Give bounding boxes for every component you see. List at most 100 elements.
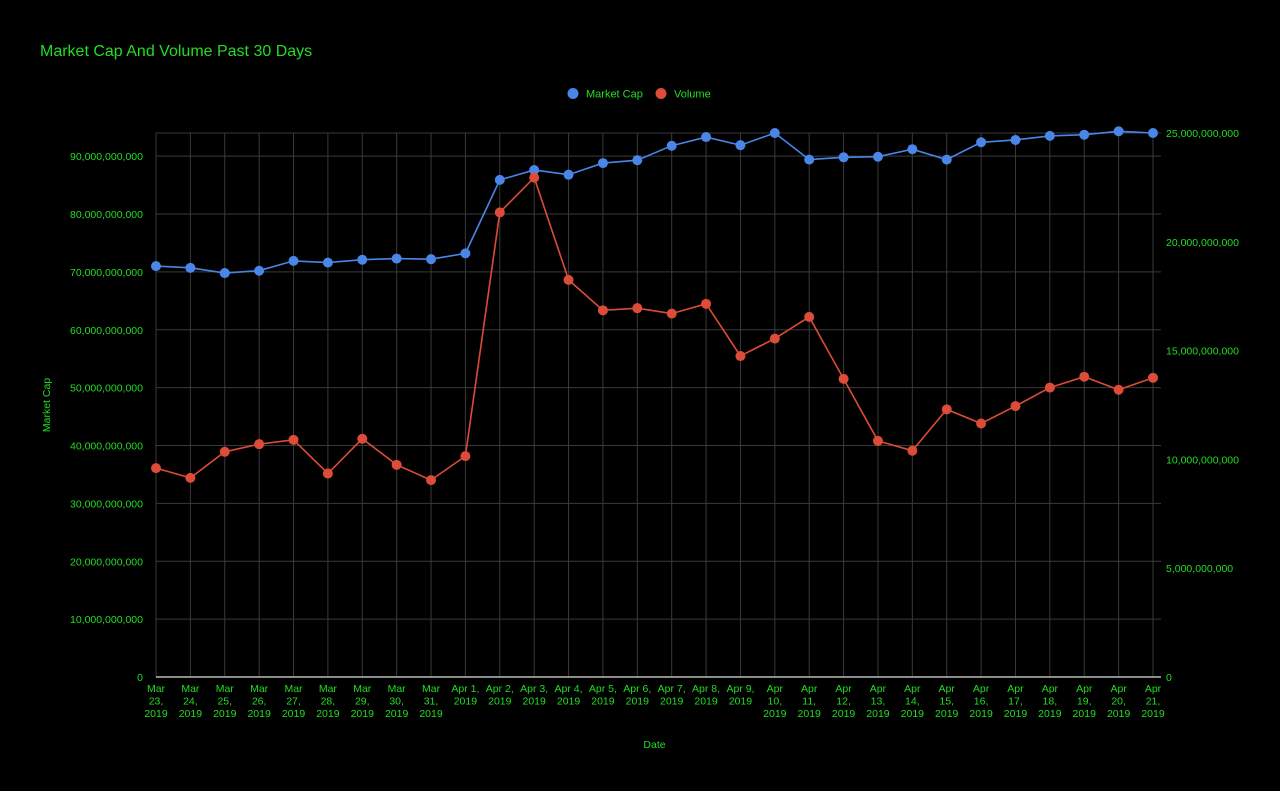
x-tick-label: Apr 4, 2019	[555, 683, 583, 708]
legend-label: Market Cap	[586, 89, 643, 101]
data-point-market-cap	[632, 155, 643, 166]
x-tick-label-line: 25,	[217, 696, 232, 708]
data-point-market-cap	[1113, 126, 1124, 137]
left-tick-label: 30,000,000,000	[70, 498, 143, 510]
x-tick-label: Apr 16, 2019	[969, 683, 993, 720]
data-point-volume	[529, 172, 540, 183]
x-tick-label: Mar 24, 2019	[179, 683, 203, 720]
data-point-market-cap	[151, 261, 161, 272]
data-point-market-cap	[529, 165, 540, 176]
data-point-volume	[1079, 371, 1090, 382]
x-tick-label-line: Apr	[1007, 683, 1024, 695]
x-tick-label-line: 12,	[836, 696, 851, 708]
data-point-volume	[907, 445, 918, 456]
data-point-volume	[1044, 382, 1055, 393]
x-tick-label-line: Apr 1,	[451, 683, 479, 695]
x-tick-label-line: 28,	[321, 696, 336, 708]
x-tick-label-line: 2019	[454, 696, 478, 708]
x-tick-label-line: 2019	[866, 708, 890, 720]
x-tick-label-line: 2019	[179, 708, 203, 720]
data-point-market-cap	[597, 158, 608, 169]
left-tick-label: 90,000,000,000	[70, 151, 143, 163]
x-tick-label-line: 15,	[939, 696, 954, 708]
x-tick-label-line: Apr 9,	[726, 683, 754, 695]
x-tick-label-line: 2019	[832, 708, 856, 720]
x-tick-label-line: 2019	[247, 708, 271, 720]
x-tick-label: Apr 5, 2019	[589, 683, 617, 708]
x-tick-label: Apr 20, 2019	[1107, 683, 1131, 720]
series-line-market-cap	[155, 130, 1154, 274]
data-point-volume	[941, 404, 952, 415]
data-point-market-cap	[357, 254, 368, 265]
x-tick-label-line: Apr	[904, 683, 921, 695]
x-tick-label: Mar 26, 2019	[247, 683, 271, 720]
data-point-market-cap	[976, 137, 987, 148]
x-tick-label-line: Mar	[319, 683, 338, 695]
legend-marker	[567, 88, 579, 99]
x-tick-label: Apr 3, 2019	[520, 683, 548, 708]
x-tick-label-line: Apr 6,	[623, 683, 651, 695]
x-tick-label-line: 10,	[768, 696, 783, 708]
data-point-market-cap	[838, 152, 849, 163]
x-tick-label: Apr 7, 2019	[658, 683, 686, 708]
x-tick-label: Mar 30, 2019	[385, 683, 409, 720]
x-tick-label: Apr 10, 2019	[763, 683, 787, 720]
series-layer	[151, 126, 1158, 486]
data-point-market-cap	[1010, 134, 1021, 145]
x-tick-label-line: 2019	[763, 708, 787, 720]
x-tick-label-line: 2019	[1141, 708, 1165, 720]
data-point-market-cap	[494, 174, 505, 185]
x-tick-label-line: 30,	[389, 696, 404, 708]
x-tick-label-line: 17,	[1008, 696, 1023, 708]
data-point-volume	[1010, 401, 1021, 412]
x-tick-label-line: Mar	[147, 683, 166, 695]
data-point-volume	[185, 472, 196, 483]
right-tick-label: 15,000,000,000	[1166, 346, 1239, 358]
data-point-volume	[666, 308, 677, 319]
x-tick-label-line: 2019	[1107, 708, 1131, 720]
x-tick-label-line: 2019	[694, 696, 718, 708]
left-axis-ticks: 0 10,000,000,000 20,000,000,000 30,000,000,…	[70, 151, 143, 684]
data-point-volume	[426, 475, 437, 486]
left-tick-label: 70,000,000,000	[70, 267, 143, 279]
left-tick-label: 60,000,000,000	[70, 325, 143, 337]
right-tick-label: 10,000,000,000	[1166, 454, 1239, 466]
data-point-market-cap	[666, 140, 677, 151]
x-tick-label-line: Apr	[801, 683, 818, 695]
left-tick-label: 40,000,000,000	[70, 441, 143, 453]
x-tick-label-line: Apr	[1110, 683, 1127, 695]
x-tick-label-line: 2019	[213, 708, 237, 720]
x-tick-label-line: 2019	[282, 708, 306, 720]
x-tick-label-line: Apr 3,	[520, 683, 548, 695]
x-tick-label-line: Apr 8,	[692, 683, 720, 695]
x-tick-label-line: 27,	[286, 696, 301, 708]
x-tick-label-line: Apr 2,	[486, 683, 514, 695]
data-point-volume	[460, 451, 471, 462]
x-tick-label: Apr 9, 2019	[726, 683, 754, 708]
x-tick-label-line: Apr	[973, 683, 990, 695]
data-point-volume	[494, 207, 505, 218]
data-point-market-cap	[322, 257, 333, 268]
x-tick-label-line: 2019	[385, 708, 409, 720]
data-point-market-cap	[185, 262, 196, 273]
x-tick-label-line: 18,	[1043, 696, 1058, 708]
x-tick-label-line: Mar	[216, 683, 235, 695]
x-tick-label: Apr 12, 2019	[832, 683, 856, 720]
x-tick-label-line: 2019	[935, 708, 959, 720]
x-tick-label-line: Mar	[422, 683, 441, 695]
x-tick-label: Apr 2, 2019	[486, 683, 514, 708]
x-tick-label-line: 2019	[557, 696, 581, 708]
x-tick-label: Apr 8, 2019	[692, 683, 720, 708]
right-tick-label: 20,000,000,000	[1166, 237, 1239, 249]
data-point-market-cap	[804, 154, 815, 165]
x-tick-label-line: Apr	[767, 683, 784, 695]
x-tick-label: Apr 6, 2019	[623, 683, 651, 708]
x-tick-label-line: 2019	[660, 696, 684, 708]
data-point-market-cap	[391, 253, 402, 264]
x-tick-label-line: Apr	[1076, 683, 1093, 695]
data-point-volume	[151, 463, 161, 474]
x-tick-label-line: Mar	[284, 683, 303, 695]
data-point-market-cap	[563, 169, 574, 180]
data-point-market-cap	[254, 265, 265, 276]
